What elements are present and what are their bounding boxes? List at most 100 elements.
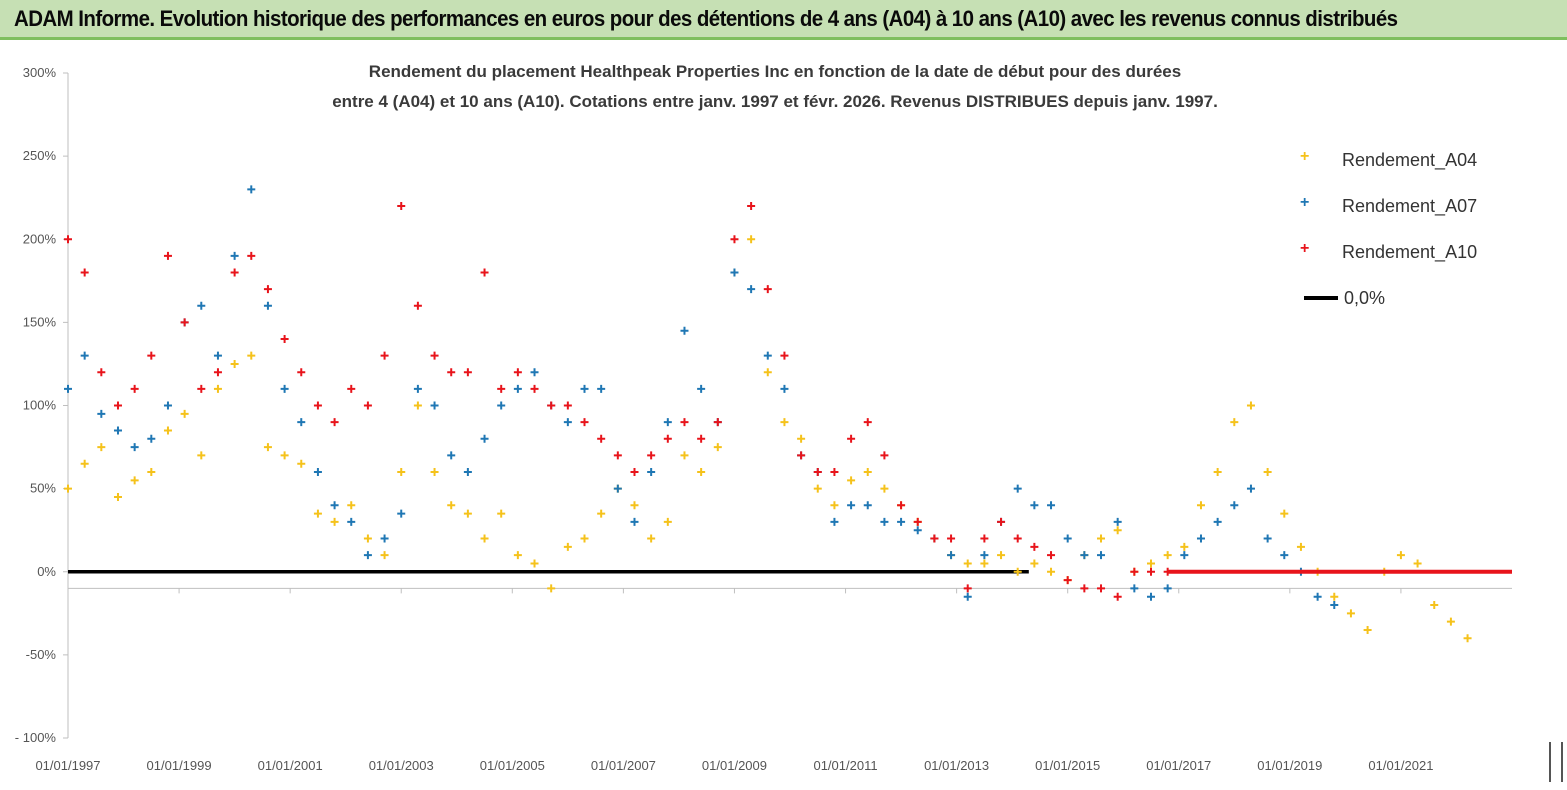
data-point [747,235,756,244]
data-point [247,351,256,360]
data-point [1113,517,1122,526]
data-point [1313,592,1322,601]
data-point [863,418,872,427]
legend-marker-a07-icon: + [1300,194,1310,211]
data-point [880,451,889,460]
data-point [797,434,806,443]
data-point [597,434,606,443]
series-rendement_a04 [64,235,1472,643]
data-point [630,468,639,476]
data-point [163,426,172,435]
data-point [230,359,239,368]
data-point [697,468,706,476]
x-tick-label: 01/01/2011 [813,758,877,773]
x-tick-label: 01/01/2019 [1257,758,1322,773]
data-point [1063,576,1072,585]
data-point [813,484,822,493]
data-point [1413,559,1422,568]
data-point [1013,534,1022,543]
data-point [380,551,389,560]
data-point [1047,551,1056,560]
legend-marker-a10-icon: + [1300,240,1310,257]
data-point [497,384,506,393]
data-point [130,476,139,485]
data-point [1030,542,1039,551]
data-point [113,401,122,410]
data-point [197,451,206,460]
data-point [380,534,389,543]
data-point [830,501,839,510]
data-point [997,551,1006,560]
data-point [180,409,189,418]
data-point [1196,501,1205,510]
data-point [630,517,639,526]
data-point [1063,534,1072,543]
data-point [663,418,672,427]
data-point [180,318,189,327]
data-point [447,368,456,377]
data-point [313,468,322,476]
data-point [880,484,889,493]
data-point [530,559,539,568]
data-point [1263,468,1272,476]
data-point [1430,601,1439,609]
data-point [130,443,139,452]
data-point [547,584,556,593]
data-point [330,501,339,510]
data-point [163,401,172,410]
data-point [297,459,306,468]
data-point [947,534,956,543]
data-point [580,534,589,543]
data-point [230,251,239,260]
data-point [247,251,256,260]
data-point [297,368,306,377]
data-point [747,285,756,294]
data-point [713,443,722,452]
data-point [1363,625,1372,634]
data-point [263,443,272,452]
data-point [413,384,422,393]
data-point [313,509,322,518]
data-point [1163,584,1172,593]
data-point [280,335,289,343]
x-tick-label: 01/01/2001 [258,758,323,773]
data-point [147,434,156,443]
data-point [1030,559,1039,568]
data-point [480,268,489,277]
data-point [1130,567,1139,576]
data-point [680,418,689,427]
data-point [1230,501,1239,510]
data-point [697,384,706,393]
data-point [347,517,356,526]
data-point [1130,584,1139,593]
data-point [113,426,122,435]
data-point [463,368,472,377]
data-point [80,351,89,360]
data-point [563,401,572,410]
data-point [897,517,906,526]
y-tick-label: 200% [23,231,57,246]
data-point [963,584,972,593]
data-point [563,418,572,427]
data-point [380,351,389,360]
data-point [1163,551,1172,560]
y-tick-label: 100% [23,398,57,413]
y-tick-label: 150% [23,314,57,329]
data-point [1147,567,1155,576]
data-point [847,501,856,510]
data-point [613,484,622,493]
data-point [1030,501,1039,510]
data-point [580,384,589,393]
y-tick-label: 250% [23,148,57,163]
legend-marker-a04-icon: + [1300,148,1310,165]
data-point [1196,534,1205,543]
x-tick-label: 01/01/2021 [1368,758,1433,773]
data-point [280,451,289,460]
legend-label-a10: Rendement_A10 [1342,242,1478,262]
data-point [847,476,856,485]
data-point [1396,551,1405,560]
data-point [64,235,72,244]
data-point [1246,401,1255,410]
data-point [963,559,972,568]
x-tick-label: 01/01/2009 [702,758,767,773]
